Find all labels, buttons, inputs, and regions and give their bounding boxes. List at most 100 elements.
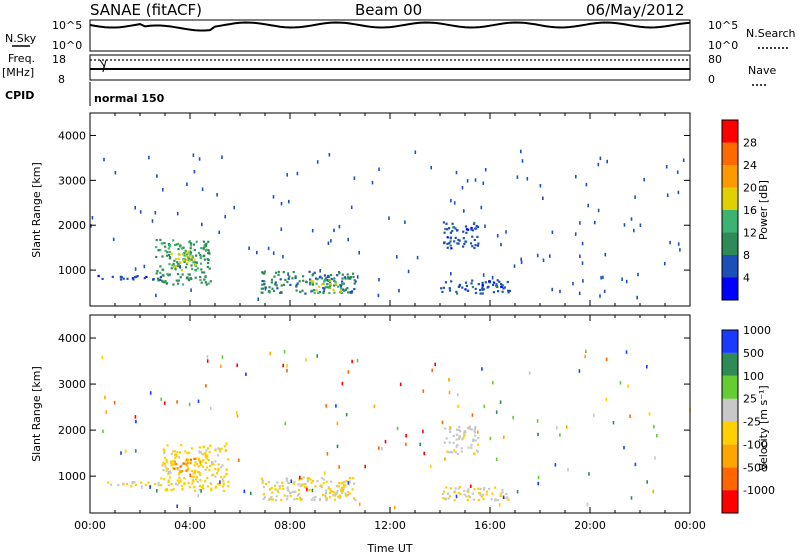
data-cell (457, 404, 459, 409)
colorbar-swatch (722, 165, 738, 188)
data-cell (149, 391, 152, 395)
data-cell (574, 232, 577, 236)
data-cell (189, 251, 193, 254)
data-cell (396, 255, 398, 259)
data-cell (290, 479, 293, 483)
data-cell (191, 267, 194, 270)
data-cell (271, 498, 275, 501)
data-cell (125, 483, 129, 486)
data-cell (275, 495, 278, 498)
data-cell (470, 226, 473, 230)
data-cell (471, 229, 475, 232)
data-cell (103, 157, 105, 162)
data-cell (295, 284, 298, 287)
colorbar-swatch (722, 120, 738, 143)
data-cell (482, 273, 485, 277)
data-cell (473, 431, 477, 434)
data-cell (497, 290, 500, 293)
data-cell (336, 490, 339, 493)
data-cell (267, 246, 270, 251)
data-cell (177, 252, 180, 255)
data-cell (133, 481, 136, 484)
y-tick-label: 3000 (58, 174, 86, 187)
data-cell (341, 273, 344, 276)
data-cell (176, 211, 179, 216)
data-cell (113, 400, 116, 405)
data-cell (204, 480, 207, 483)
data-cell (187, 250, 190, 253)
data-cell (276, 489, 279, 492)
data-cell (198, 472, 201, 475)
data-cell (173, 266, 176, 269)
data-cell (163, 462, 166, 465)
data-cell (313, 271, 316, 274)
power-cells (90, 149, 685, 301)
data-cell (581, 241, 584, 246)
data-cell (441, 290, 444, 293)
data-cell (112, 237, 115, 242)
data-cell (477, 437, 480, 440)
data-cell (447, 497, 450, 500)
data-cell (396, 426, 399, 431)
data-cell (325, 495, 327, 499)
data-cell (503, 435, 505, 439)
data-cell (170, 452, 173, 456)
colorbar-swatch (722, 444, 738, 468)
data-cell (456, 229, 459, 232)
data-cell (326, 452, 329, 456)
data-cell (168, 273, 171, 276)
data-cell (196, 480, 199, 483)
data-cell (488, 280, 491, 283)
data-cell (554, 463, 557, 467)
data-cell (330, 278, 333, 281)
data-cell (201, 271, 204, 274)
data-cell (166, 251, 169, 254)
colorbar-tick-label: 100 (743, 370, 764, 383)
data-cell (326, 283, 329, 286)
data-cell (163, 478, 166, 481)
data-cell (134, 267, 137, 271)
data-cell (333, 228, 335, 233)
data-cell (328, 291, 331, 295)
data-cell (484, 168, 487, 172)
data-cell (187, 256, 190, 259)
data-cell (462, 237, 465, 240)
data-cell (175, 279, 178, 282)
data-cell (451, 451, 454, 454)
data-cell (329, 284, 332, 288)
data-cell (444, 227, 447, 231)
data-cell (280, 202, 283, 206)
data-cell (474, 425, 477, 429)
data-cell (299, 485, 302, 488)
data-cell (299, 475, 301, 480)
data-cell (453, 240, 456, 243)
data-cell (220, 364, 222, 368)
data-cell (201, 484, 204, 487)
data-cell (274, 488, 277, 491)
data-cell (202, 453, 205, 456)
data-cell (347, 481, 350, 485)
data-cell (174, 462, 177, 465)
data-cell (278, 485, 281, 488)
data-cell (212, 463, 215, 466)
data-cell (619, 381, 622, 385)
data-cell (179, 265, 181, 269)
data-cell (303, 485, 306, 488)
data-cell (468, 427, 471, 431)
data-cell (179, 244, 182, 247)
data-cell (286, 486, 289, 489)
data-cell (666, 193, 669, 197)
data-cell (165, 458, 168, 461)
data-cell (605, 357, 608, 361)
data-cell (140, 481, 143, 484)
data-cell (199, 253, 202, 257)
power-ylabel: Slant Range [km] (30, 162, 43, 258)
data-cell (192, 153, 195, 157)
data-cell (206, 359, 209, 363)
data-cell (134, 206, 136, 210)
data-cell (445, 222, 448, 225)
data-cell (217, 463, 220, 466)
station-title: SANAE (fitACF) (90, 1, 202, 19)
data-cell (453, 491, 456, 494)
data-cell (467, 446, 470, 449)
